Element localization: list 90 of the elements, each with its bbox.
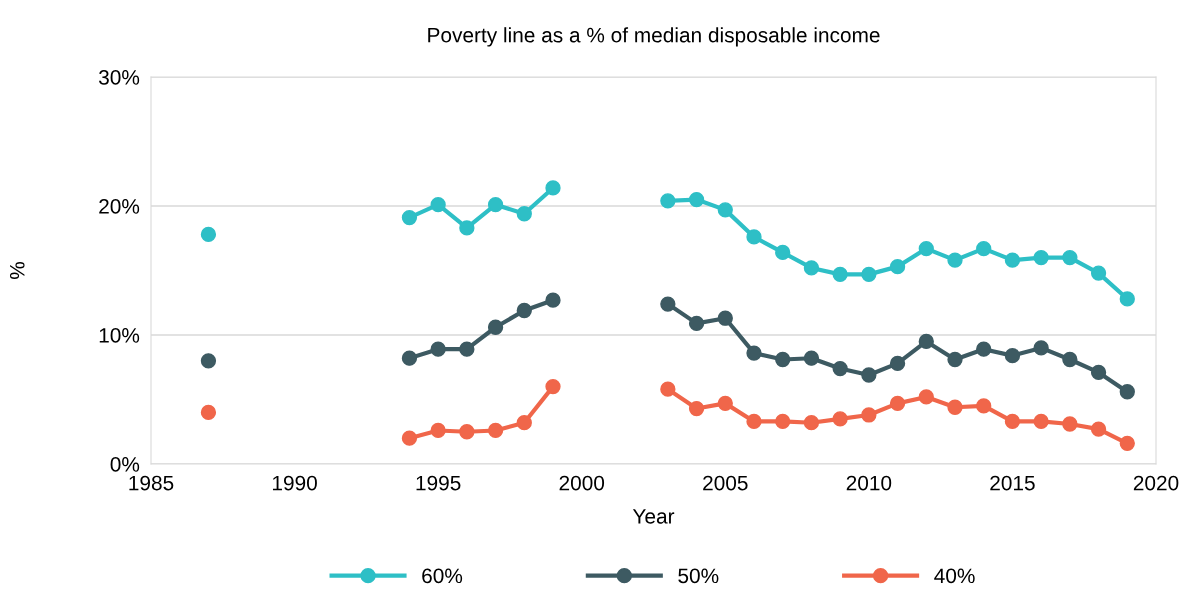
point [688, 191, 705, 208]
point [487, 197, 504, 213]
x-tick-label: 2010 [846, 475, 892, 491]
point [430, 197, 446, 213]
point [1004, 252, 1021, 268]
y-tick-label: 20% [99, 199, 140, 214]
legend-label: 50% [678, 568, 719, 584]
point [401, 430, 418, 446]
point [1033, 249, 1049, 266]
point [516, 415, 532, 431]
point [775, 351, 791, 368]
point [717, 310, 733, 326]
point [918, 389, 934, 405]
point [775, 244, 791, 261]
point [947, 252, 963, 268]
x-tick-label: 1990 [272, 475, 317, 491]
point [1090, 265, 1107, 281]
point [1090, 364, 1107, 381]
point [1119, 291, 1135, 307]
point [861, 407, 877, 423]
x-tick-label: 2005 [703, 475, 748, 491]
point [947, 399, 963, 415]
x-tick-label: 2020 [1133, 475, 1179, 491]
point [688, 315, 705, 332]
point [545, 292, 561, 308]
point [861, 367, 877, 383]
x-axis-title: Year [632, 509, 675, 524]
point [660, 296, 676, 312]
point [717, 395, 733, 412]
point [717, 202, 733, 218]
y-tick-label: 30% [98, 70, 140, 85]
point [889, 395, 906, 412]
point [832, 360, 848, 377]
x-tick-label: 2000 [559, 475, 605, 491]
point [861, 266, 877, 283]
point [660, 193, 676, 209]
point [947, 351, 963, 368]
x-tick-label: 2015 [990, 475, 1035, 491]
y-tick-label: 0% [110, 457, 140, 472]
point [401, 350, 418, 366]
point [459, 341, 475, 357]
point [746, 345, 762, 361]
point [1119, 384, 1135, 400]
y-tick-label: 10% [99, 328, 140, 343]
point [976, 398, 992, 414]
point [1004, 413, 1021, 430]
point [1004, 348, 1021, 364]
point [516, 302, 532, 319]
point [803, 415, 820, 431]
point [803, 350, 820, 366]
point [545, 378, 561, 395]
point [200, 226, 217, 243]
point [976, 341, 992, 357]
x-tick-label: 1985 [129, 475, 174, 491]
point [918, 333, 934, 350]
point [1062, 351, 1078, 368]
point [1062, 249, 1078, 266]
x-tick-label: 1995 [416, 475, 461, 491]
point [430, 422, 446, 439]
point [430, 341, 446, 357]
point [401, 209, 418, 226]
point [459, 424, 475, 440]
point [487, 319, 504, 335]
chart-title: Poverty line as a % of median disposable income [428, 27, 880, 47]
point [200, 353, 217, 369]
point [1033, 413, 1049, 430]
point [976, 240, 992, 257]
point [832, 411, 848, 427]
point [459, 220, 475, 236]
point [487, 422, 504, 439]
point [746, 229, 762, 245]
point [746, 413, 762, 430]
point [660, 381, 676, 397]
y-axis-title: % [9, 261, 25, 280]
point [200, 404, 217, 421]
legend-label: 60% [422, 568, 463, 584]
point [889, 355, 906, 372]
point [1090, 421, 1107, 437]
point [918, 240, 934, 257]
point [775, 413, 791, 430]
point [832, 266, 848, 283]
point [803, 260, 820, 276]
point [1119, 435, 1135, 451]
point [688, 400, 705, 417]
legend-label: 40% [934, 568, 975, 584]
point [1062, 416, 1078, 432]
point [516, 206, 532, 222]
point [1033, 340, 1049, 356]
point [889, 258, 906, 275]
point [545, 180, 561, 196]
